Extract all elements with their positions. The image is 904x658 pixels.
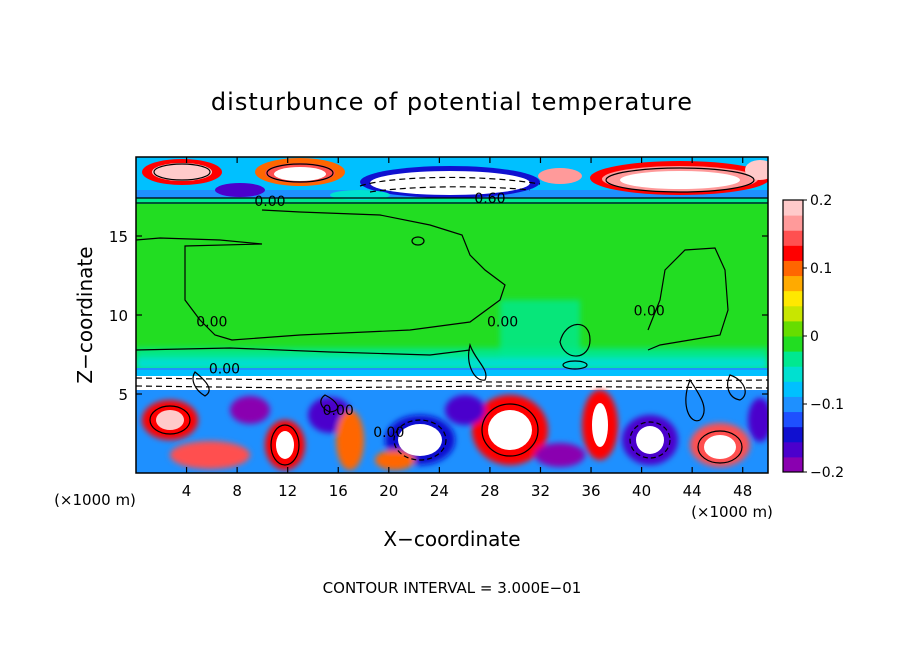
contour-label: 0.00 [323,403,354,419]
contour-label: 0.00 [634,303,665,319]
y-tick-label: 15 [109,228,128,246]
x-tick-label: 44 [683,482,702,500]
footer-contour-interval: CONTOUR INTERVAL = 3.000E−01 [323,579,582,597]
colorbar-tick-label: 0.2 [810,193,832,209]
x-tick-label: 16 [329,482,348,500]
contour-label: 0.00 [209,362,240,378]
x-tick-label: 28 [480,482,499,500]
x-unit-left: (×1000 m) [54,491,136,509]
x-tick-label: 12 [278,482,297,500]
x-tick-label: 20 [379,482,398,500]
colorbar-tick-label: 0 [810,329,819,345]
colorbar-swatch [783,336,803,352]
colorbar-swatch [783,215,803,231]
colorbar-swatch [783,411,803,428]
y-tick-label: 10 [109,307,128,325]
colorbar-tick-label: 0.1 [810,261,832,277]
contour-label: 0.00 [196,314,227,330]
colorbar-swatch [783,456,803,473]
x-axis-label: X−coordinate [383,527,520,551]
y-tick-label: 5 [118,386,128,404]
x-tick-label: 4 [182,482,192,500]
contour-label: 0.00 [487,314,518,330]
x-axis: 4 8 12 16 20 24 28 32 36 40 44 48 [182,157,752,500]
contour-label: 0.60 [474,191,505,207]
colorbar-swatch [783,426,803,443]
x-tick-label: 8 [232,482,242,500]
upper-disturbance-band [136,157,768,204]
colorbar-swatch [783,260,803,277]
chart-title: disturbunce of potential temperature [211,88,693,116]
colorbar-swatch [783,381,803,397]
plot-area: 0.00 0.60 0.00 0.00 0.00 0.00 0.00 0.00 [136,157,768,473]
colorbar-swatch [783,366,803,382]
colorbar-swatch [783,275,803,292]
mid-level-haze [136,300,768,370]
colorbar-swatch [783,320,803,337]
y-axis-label: Z−coordinate [73,246,97,383]
colorbar-swatch [783,245,803,261]
colorbar-swatch [783,200,803,216]
x-tick-label: 36 [581,482,600,500]
contour-label: 0.00 [373,425,404,441]
contour-label: 0.00 [254,194,285,210]
x-tick-label: 24 [430,482,449,500]
x-tick-label: 32 [531,482,550,500]
colorbar-swatch [783,441,803,458]
colorbar-swatch [783,230,803,246]
x-tick-label: 40 [632,482,651,500]
colorbar: 0.2 0.1 0 −0.1 −0.2 [782,193,844,481]
x-tick-label: 48 [733,482,752,500]
colorbar-swatch [783,351,803,367]
contour-lines [136,163,768,466]
colorbar-swatch [783,290,803,307]
colorbar-swatch [783,396,803,413]
colorbar-tick-label: −0.2 [810,465,844,481]
colorbar-tick-label: −0.1 [810,397,844,413]
lower-disturbance-layer [136,368,768,473]
colorbar-swatch [783,305,803,322]
contour-labels: 0.00 0.60 0.00 0.00 0.00 0.00 0.00 0.00 [196,191,665,441]
y-axis: 5 10 15 [109,228,768,404]
x-unit-right: (×1000 m) [691,503,773,521]
